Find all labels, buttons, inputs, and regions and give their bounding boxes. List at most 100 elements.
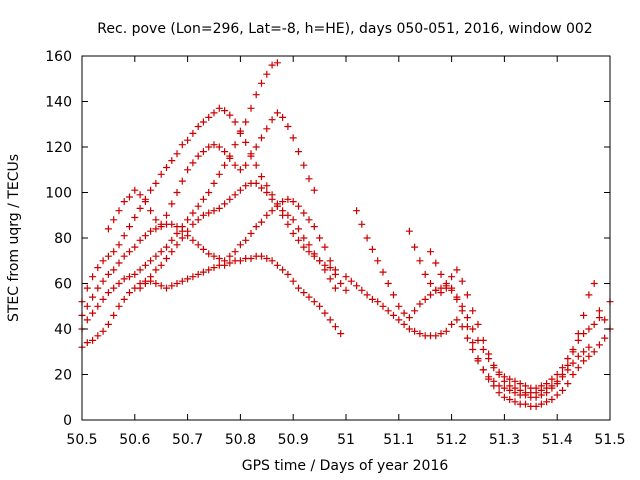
data-point-4-27 xyxy=(247,152,255,160)
data-point-5-22 xyxy=(252,179,260,187)
data-point-0-34 xyxy=(258,252,265,260)
y-tick-label: 60 xyxy=(54,277,72,293)
data-point-1-16 xyxy=(163,243,170,251)
data-point-2-5 xyxy=(104,252,112,260)
data-point-3-12 xyxy=(141,232,149,240)
data-point-6-45 xyxy=(590,348,598,356)
data-point-0-48 xyxy=(331,323,339,331)
data-point-9-29 xyxy=(580,330,588,338)
data-point-6-37 xyxy=(548,396,556,403)
data-point-2-15 xyxy=(157,170,165,178)
data-point-4-11 xyxy=(163,211,170,219)
data-point-8-19 xyxy=(506,382,514,390)
data-point-8-34 xyxy=(585,291,593,299)
data-point-8-33 xyxy=(580,311,588,319)
data-point-6-29 xyxy=(506,396,514,403)
data-point-2-33 xyxy=(252,161,260,169)
data-point-3-25 xyxy=(210,252,218,260)
data-point-5-2 xyxy=(147,273,155,281)
data-point-6-2 xyxy=(363,234,371,242)
data-point-8-12 xyxy=(469,307,477,315)
tick-labels: 50.5 50.6 50.7 50.8 50.9 51 51.1 51.2 51.3 51.4 51… xyxy=(45,49,625,448)
data-point-4-26 xyxy=(242,161,250,169)
data-point-0-21 xyxy=(189,273,197,281)
data-point-0-23 xyxy=(199,268,207,276)
data-point-7-5 xyxy=(368,295,376,303)
data-point-2-11 xyxy=(136,204,144,212)
data-point-9-8 xyxy=(469,325,477,333)
data-point-3-46 xyxy=(321,243,329,251)
data-point-3-4 xyxy=(99,277,107,285)
data-point-5-1 xyxy=(141,280,149,287)
data-point-2-9 xyxy=(126,223,133,231)
data-point-4-25 xyxy=(236,166,244,174)
data-point-2-25 xyxy=(210,109,218,117)
data-point-5-3 xyxy=(152,266,160,274)
data-point-1-7 xyxy=(115,280,123,287)
data-point-8-36 xyxy=(595,307,603,315)
data-point-5-29 xyxy=(289,230,297,237)
axes xyxy=(81,55,611,421)
data-point-9-4 xyxy=(448,286,456,294)
data-point-7-21 xyxy=(453,316,461,324)
data-point-2-31 xyxy=(242,138,250,146)
data-point-2-41 xyxy=(295,225,302,233)
data-point-9-20 xyxy=(532,384,540,392)
data-point-2-47 xyxy=(326,275,334,283)
data-point-8-30 xyxy=(564,361,572,369)
data-point-8-11 xyxy=(463,291,471,299)
data-point-1-11 xyxy=(136,266,144,274)
data-point-1-3 xyxy=(94,302,102,310)
data-point-7-20 xyxy=(448,320,456,328)
data-point-0-39 xyxy=(284,270,292,278)
data-point-7-24 xyxy=(469,346,477,353)
data-point-4-20 xyxy=(210,141,218,149)
data-point-1-14 xyxy=(152,252,160,260)
data-point-0-6 xyxy=(110,311,118,319)
data-point-3-23 xyxy=(199,245,207,253)
data-point-8-21 xyxy=(516,386,524,394)
data-point-9-18 xyxy=(522,382,529,390)
data-point-7-44 xyxy=(574,352,582,360)
data-point-2-26 xyxy=(215,104,223,112)
data-point-6-28 xyxy=(500,393,508,401)
data-point-2-10 xyxy=(131,214,139,221)
data-point-4-8 xyxy=(147,207,155,215)
data-point-8-0 xyxy=(405,227,413,235)
data-point-9-17 xyxy=(516,380,524,388)
data-point-9-14 xyxy=(500,373,508,381)
data-point-0-42 xyxy=(300,289,308,297)
data-point-5-33 xyxy=(310,252,318,260)
data-point-6-32 xyxy=(522,400,529,408)
data-point-3-44 xyxy=(310,223,318,231)
data-point-4-7 xyxy=(141,198,149,206)
data-point-5-10 xyxy=(189,220,197,228)
x-axis-label: GPS time / Days of year 2016 xyxy=(242,458,449,474)
data-point-7-18 xyxy=(437,330,445,338)
data-point-5-13 xyxy=(205,209,213,217)
data-point-0-5 xyxy=(104,320,112,328)
data-point-1-1 xyxy=(83,316,91,324)
data-point-2-8 xyxy=(120,232,128,240)
data-point-0-18 xyxy=(173,280,181,287)
data-point-0-35 xyxy=(263,255,271,262)
data-point-3-33 xyxy=(252,223,260,231)
data-point-1-25 xyxy=(210,179,218,187)
data-point-7-10 xyxy=(395,316,403,324)
data-point-3-18 xyxy=(173,223,181,231)
data-point-2-3 xyxy=(94,264,102,272)
data-point-1-29 xyxy=(231,141,239,149)
data-point-1-12 xyxy=(141,261,149,269)
data-point-6-22 xyxy=(469,339,477,347)
data-point-3-34 xyxy=(258,218,265,226)
data-point-4-14 xyxy=(178,177,186,185)
data-point-2-2 xyxy=(89,273,97,281)
data-point-6-34 xyxy=(532,402,540,410)
data-point-3-36 xyxy=(268,207,276,215)
data-point-2-29 xyxy=(231,118,239,126)
data-point-2-43 xyxy=(305,241,313,249)
data-point-2-18 xyxy=(173,150,181,158)
data-point-6-10 xyxy=(405,314,413,322)
data-point-2-20 xyxy=(184,136,192,144)
data-point-6-42 xyxy=(574,364,582,372)
